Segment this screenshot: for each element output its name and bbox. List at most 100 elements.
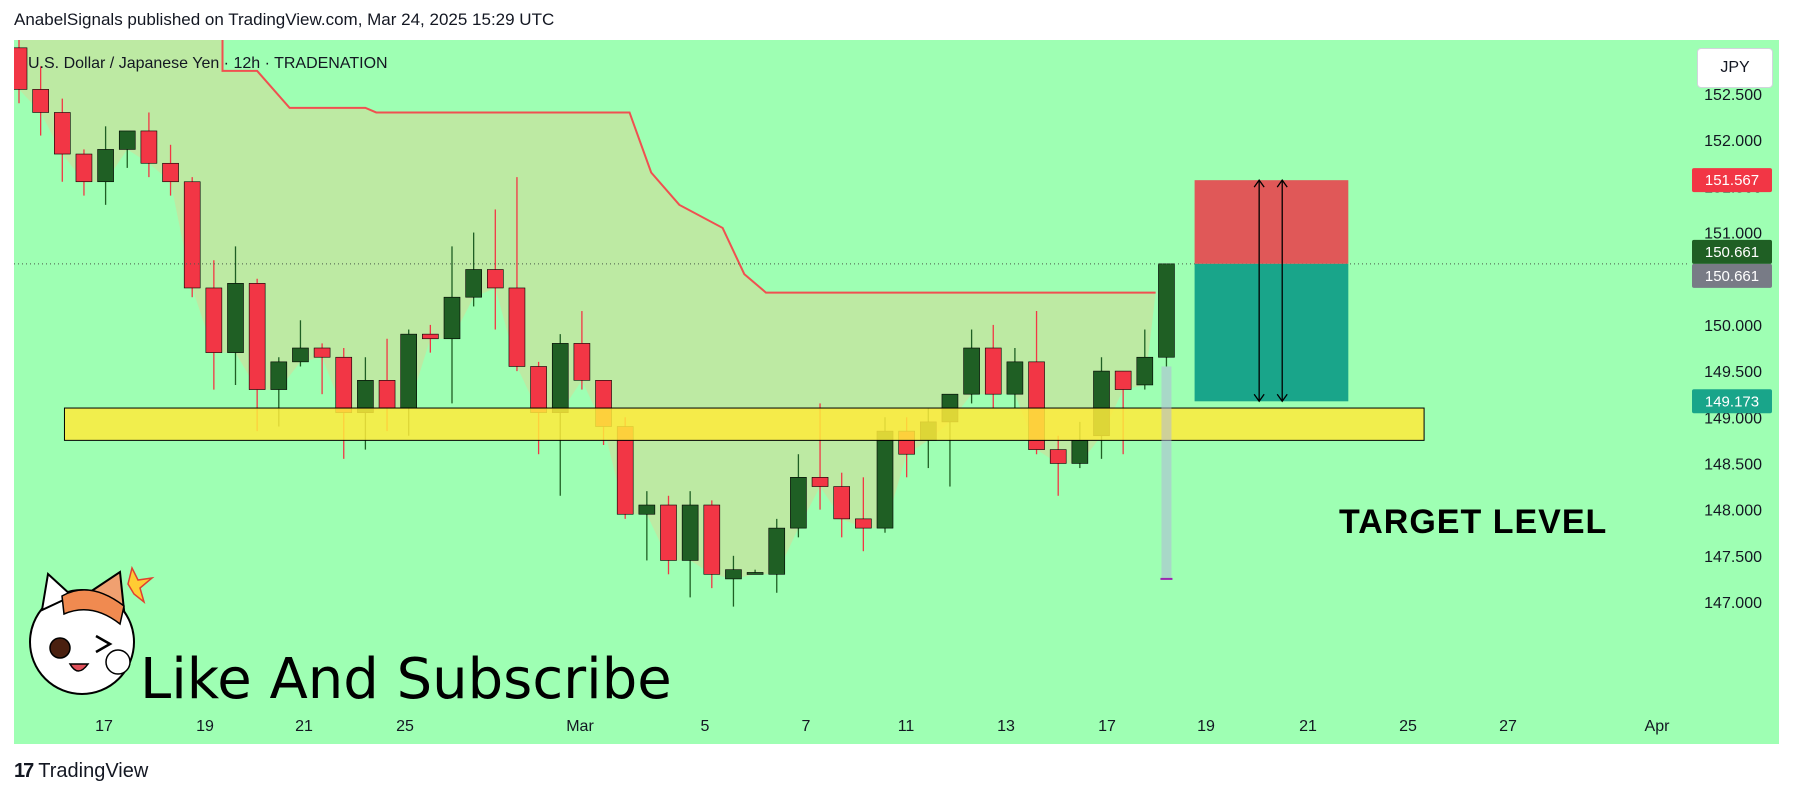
x-tick-label: 17 [1098, 718, 1116, 735]
tradingview-logo[interactable]: 17 TradingView [14, 760, 148, 783]
candle-body [681, 504, 699, 561]
candle-body [248, 283, 266, 390]
position-arrow-head-down [1253, 393, 1265, 403]
candle-body [746, 572, 764, 575]
candle-body [313, 347, 331, 358]
price-tag [1692, 239, 1772, 264]
candle-body [162, 162, 179, 183]
candle-body [292, 347, 309, 363]
support-zone [63, 407, 1425, 441]
symbol-label[interactable]: U.S. Dollar / Japanese Yen · 12h · TRADE… [28, 55, 388, 72]
candle-body [75, 153, 93, 183]
candle-body [1136, 356, 1154, 386]
price-tag [1692, 389, 1772, 414]
candle-body [97, 149, 114, 183]
trail-cloud [19, 40, 1156, 579]
candle-body [422, 333, 439, 340]
currency-button[interactable]: JPY [1697, 48, 1773, 88]
cat-ear-left [40, 572, 74, 612]
candle-body [1049, 449, 1067, 464]
candle-body [53, 112, 71, 155]
plot-layer [14, 40, 1175, 607]
candle-body [855, 518, 872, 529]
cat-patch [61, 589, 125, 626]
candle-body [378, 380, 396, 409]
candle-body [660, 504, 677, 561]
target-level-label: TARGET LEVEL [1339, 503, 1607, 541]
position-arrow-head-up [1253, 179, 1265, 188]
tradingview-logo-icon: 17 [14, 760, 34, 782]
candle-body [530, 366, 547, 413]
candle-body [183, 181, 201, 289]
cat-wink [95, 634, 113, 654]
y-tick-label: 147.000 [1704, 595, 1762, 612]
candle-body [833, 486, 851, 520]
chart-area[interactable] [14, 40, 1779, 744]
candle-body [703, 504, 721, 575]
candle-body [790, 477, 807, 529]
x-tick-label: 17 [95, 718, 113, 735]
y-tick-label: 148.000 [1704, 503, 1762, 520]
x-tick-label: 21 [295, 718, 313, 735]
x-tick-label: Mar [566, 718, 594, 735]
x-tick-label: 27 [1499, 718, 1517, 735]
x-tick-label: 5 [701, 718, 710, 735]
candle-body [486, 269, 504, 289]
y-tick-label: 147.500 [1704, 549, 1762, 566]
x-tick-label: Apr [1645, 718, 1671, 735]
candle-body [400, 333, 418, 409]
y-tick-label: 150.000 [1704, 318, 1762, 335]
position-arrow-head-up [1276, 179, 1288, 188]
candle-body [984, 347, 1002, 395]
candle-body [876, 430, 894, 529]
tradingview-brand: TradingView [38, 760, 149, 782]
candle-body [768, 527, 786, 575]
x-tick-label: 25 [396, 718, 414, 735]
x-tick-label: 11 [898, 718, 915, 735]
candle-body [335, 356, 353, 413]
candle-body [1114, 370, 1132, 390]
x-tick-label: 13 [997, 718, 1015, 735]
candle-body [725, 569, 742, 580]
trailing-stop-line [221, 40, 1156, 294]
cat-mascot-icon [29, 565, 155, 695]
candle-body [508, 287, 526, 367]
candle-body [227, 283, 244, 353]
y-tick-label: 151.000 [1704, 226, 1762, 243]
candle-body [118, 130, 136, 150]
x-tick-label: 7 [802, 718, 811, 735]
price-tag-label: 150.661 [1705, 268, 1759, 285]
candle-body [638, 504, 656, 515]
price-tag-label: 151.567 [1705, 172, 1759, 189]
candle-body [811, 477, 829, 487]
candle-body [1006, 361, 1024, 395]
candle-body [32, 89, 49, 113]
y-tick-label: 152.000 [1704, 133, 1762, 150]
subscribe-label: Like And Subscribe [140, 647, 672, 712]
x-tick-label: 21 [1299, 718, 1317, 735]
stop-loss-zone [1194, 180, 1349, 264]
y-tick-label: 149.500 [1704, 364, 1762, 381]
y-tick-label: 149.000 [1704, 410, 1762, 427]
price-tag-label: 150.661 [1705, 244, 1759, 261]
y-tick-label: 148.500 [1704, 456, 1762, 473]
candle-body [465, 269, 482, 298]
candle-body [963, 347, 980, 395]
take-profit-zone [1194, 263, 1349, 402]
projection-bar [1161, 366, 1172, 579]
x-tick-label: 19 [196, 718, 214, 735]
x-tick-label: 19 [1197, 718, 1215, 735]
price-tag [1692, 263, 1772, 288]
x-tick-label: 25 [1399, 718, 1417, 735]
cat-eye [49, 637, 71, 659]
candle-body [443, 296, 461, 340]
candle-body [1158, 263, 1175, 358]
candle-body [270, 361, 288, 390]
position-arrow-head-down [1276, 393, 1288, 403]
cat-mouth [68, 663, 90, 672]
cat-star [127, 565, 155, 605]
y-tick-label: 152.500 [1704, 87, 1762, 104]
candle-body [205, 287, 223, 353]
cat-paw [105, 649, 131, 675]
